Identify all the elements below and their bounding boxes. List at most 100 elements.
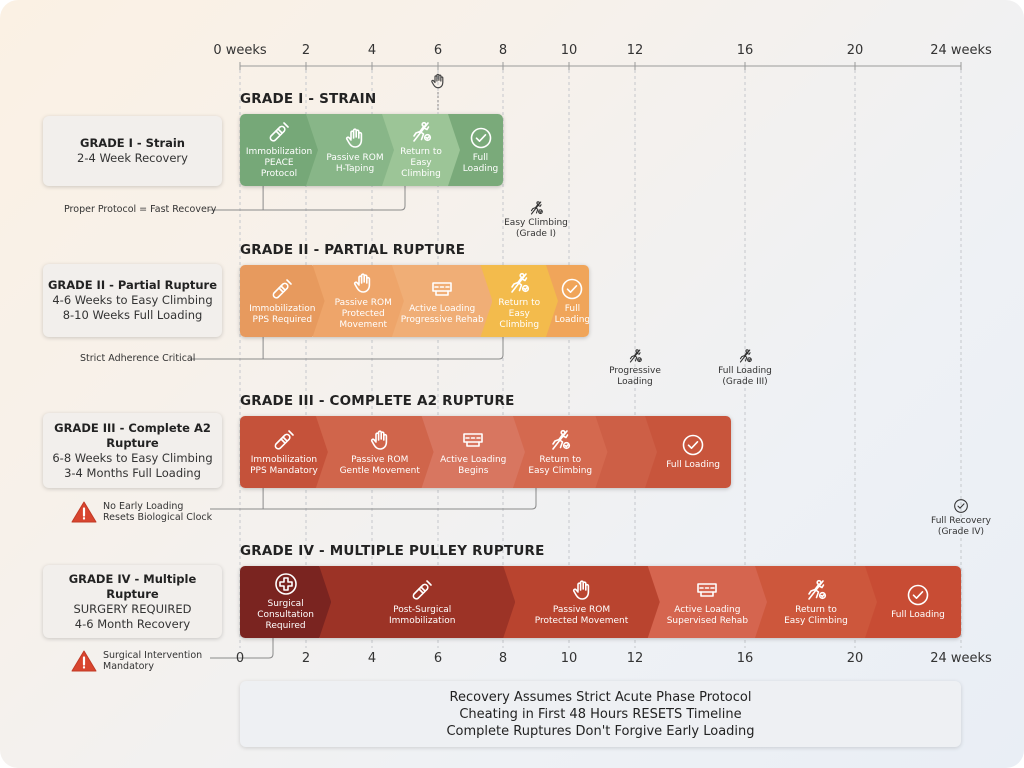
phase-label: Post-Surgical Immobilization bbox=[389, 604, 456, 626]
phase-icon-wrap bbox=[906, 583, 930, 607]
milestone-label: Full Loading (Grade III) bbox=[718, 366, 772, 387]
phase-segment: Passive ROM H-Taping bbox=[306, 114, 394, 186]
phase-icon-wrap bbox=[343, 126, 367, 150]
phase-icon-wrap bbox=[410, 578, 434, 602]
hand-icon bbox=[431, 73, 444, 89]
milestone-label: Progressive Loading bbox=[609, 366, 661, 387]
grade-info-title: GRADE I - Strain bbox=[80, 136, 185, 150]
climber-icon bbox=[409, 120, 433, 144]
top-axis-tick-label: 16 bbox=[736, 43, 754, 58]
climber-icon bbox=[507, 271, 531, 295]
climber-icon bbox=[530, 201, 543, 215]
bottom-axis-tick-label: 2 bbox=[301, 651, 311, 666]
grade-info-line: 4-6 Weeks to Easy Climbing bbox=[52, 293, 213, 307]
phase-label: Surgical Consultation Required bbox=[257, 599, 314, 631]
top-axis-tick-label: 8 bbox=[498, 43, 508, 58]
grade-info-box: GRADE III - Complete A2 Rupture 6-8 Weeks… bbox=[43, 413, 222, 488]
phase-segment: Post-Surgical Immobilization bbox=[319, 566, 515, 638]
phase-icon-wrap bbox=[560, 277, 584, 301]
top-axis-tick-label: 4 bbox=[367, 43, 377, 58]
grade-info-line: 3-4 Months Full Loading bbox=[64, 465, 201, 480]
phase-icon-wrap bbox=[409, 120, 433, 144]
hand-icon bbox=[368, 428, 392, 452]
top-axis-tick-label: 2 bbox=[301, 43, 311, 58]
check-icon bbox=[470, 127, 491, 148]
phase-segment: Immobilization PPS Required bbox=[240, 265, 325, 337]
grade-info-box: GRADE II - Partial Rupture 4-6 Weeks to E… bbox=[43, 264, 222, 337]
phase-label: Active Loading Progressive Rehab bbox=[400, 303, 484, 325]
phase-bar: Surgical Consultation Required Post-Surgica… bbox=[240, 566, 961, 638]
phase-label: Active Loading Begins bbox=[440, 454, 507, 476]
bottom-axis-tick-label: 10 bbox=[560, 651, 578, 666]
phase-label: Immobilization PEACE Protocol bbox=[245, 147, 313, 179]
warning-icon-wrap bbox=[71, 500, 97, 528]
grade-heading: GRADE III - COMPLETE A2 RUPTURE bbox=[240, 393, 515, 409]
phase-icon-wrap bbox=[267, 120, 291, 144]
phase-icon-wrap bbox=[507, 271, 531, 295]
phase-icon-wrap bbox=[430, 277, 454, 301]
phase-icon-wrap bbox=[681, 433, 705, 457]
bottom-axis-tick-label: 24 weeks bbox=[930, 651, 992, 666]
phase-icon-wrap bbox=[461, 428, 485, 452]
grade-info-title: GRADE II - Partial Rupture bbox=[47, 278, 218, 292]
climber-icon bbox=[739, 349, 752, 363]
grade-heading: GRADE IV - MULTIPLE PULLEY RUPTURE bbox=[240, 543, 545, 559]
bottom-axis-tick-label: 20 bbox=[846, 651, 864, 666]
grade-info-line: SURGERY REQUIRED bbox=[73, 601, 192, 616]
phase-label: Passive ROM Protected Movement bbox=[534, 604, 629, 626]
phase-label: Full Loading bbox=[462, 152, 499, 174]
splint-icon bbox=[410, 578, 434, 602]
grade-heading: GRADE II - PARTIAL RUPTURE bbox=[240, 242, 466, 258]
grade-info-title: GRADE III - Complete A2 Rupture bbox=[54, 420, 211, 450]
grade-info-line: 4-6 Month Recovery bbox=[74, 616, 191, 631]
top-axis-tick-label: 6 bbox=[433, 43, 443, 58]
grade-note: Surgical Intervention Mandatory bbox=[103, 650, 203, 672]
phase-icon-wrap bbox=[274, 572, 298, 596]
note-connector bbox=[190, 337, 504, 360]
bottom-axis-tick-label: 12 bbox=[626, 651, 644, 666]
climber-icon bbox=[548, 428, 572, 452]
phase-segment: Passive ROM Protected Movement bbox=[493, 566, 660, 638]
bottom-axis-tick-label: 6 bbox=[433, 651, 443, 666]
grade-heading: GRADE I - STRAIN bbox=[240, 91, 377, 107]
hangboard-icon bbox=[695, 578, 719, 602]
phase-icon-wrap bbox=[270, 277, 294, 301]
phase-label: Full Loading bbox=[554, 303, 589, 325]
phase-icon-wrap bbox=[351, 271, 375, 295]
phase-segment: Surgical Consultation Required bbox=[240, 566, 331, 638]
grade-info-box: GRADE I - Strain 2-4 Week Recovery bbox=[43, 116, 222, 186]
check-icon bbox=[682, 434, 704, 456]
phase-label: Full Loading bbox=[891, 610, 945, 620]
hand-icon bbox=[351, 271, 375, 295]
milestone-marker: Full Loading (Grade III) bbox=[718, 348, 772, 388]
bottom-axis-tick-label: 4 bbox=[367, 651, 377, 666]
warning-icon-wrap bbox=[71, 649, 97, 677]
phase-icon-wrap bbox=[570, 578, 594, 602]
footer-line: Complete Ruptures Don't Forgive Early Lo… bbox=[446, 723, 755, 739]
phase-icon-wrap bbox=[272, 428, 296, 452]
grade-note: Strict Adherence Critical bbox=[80, 353, 196, 364]
phase-icon-wrap bbox=[695, 578, 719, 602]
phase-segment: Return to Easy Climbing bbox=[372, 114, 460, 186]
hangboard-icon bbox=[430, 277, 454, 301]
phase-label: Immobilization PPS Required bbox=[249, 303, 316, 325]
phase-segment: Passive ROM Protected Movement bbox=[313, 265, 404, 337]
check-icon bbox=[954, 499, 968, 513]
milestone-marker: Progressive Loading bbox=[609, 348, 661, 388]
hand-icon bbox=[343, 126, 367, 150]
splint-icon bbox=[270, 277, 294, 301]
phase-segment: Active Loading Supervised Rehab bbox=[638, 566, 767, 638]
grade-info-line: 8-10 Weeks Full Loading bbox=[62, 308, 203, 322]
phase-label: Full Loading bbox=[666, 460, 720, 470]
hangboard-icon bbox=[461, 428, 485, 452]
milestone-marker: Full Recovery (Grade IV) bbox=[931, 498, 991, 538]
phase-bar: Immobilization PPS Mandatory Passive ROM Ge… bbox=[240, 416, 732, 488]
phase-icon-wrap bbox=[804, 578, 828, 602]
milestone-label: Easy Climbing (Grade I) bbox=[504, 218, 568, 239]
check-icon bbox=[562, 278, 583, 299]
grade-note: No Early Loading Resets Biological Clock bbox=[103, 501, 213, 523]
note-connector bbox=[210, 488, 537, 510]
phase-label: Active Loading Supervised Rehab bbox=[666, 604, 749, 626]
top-axis-marker bbox=[429, 72, 447, 94]
phase-label: Immobilization PPS Mandatory bbox=[250, 454, 318, 476]
